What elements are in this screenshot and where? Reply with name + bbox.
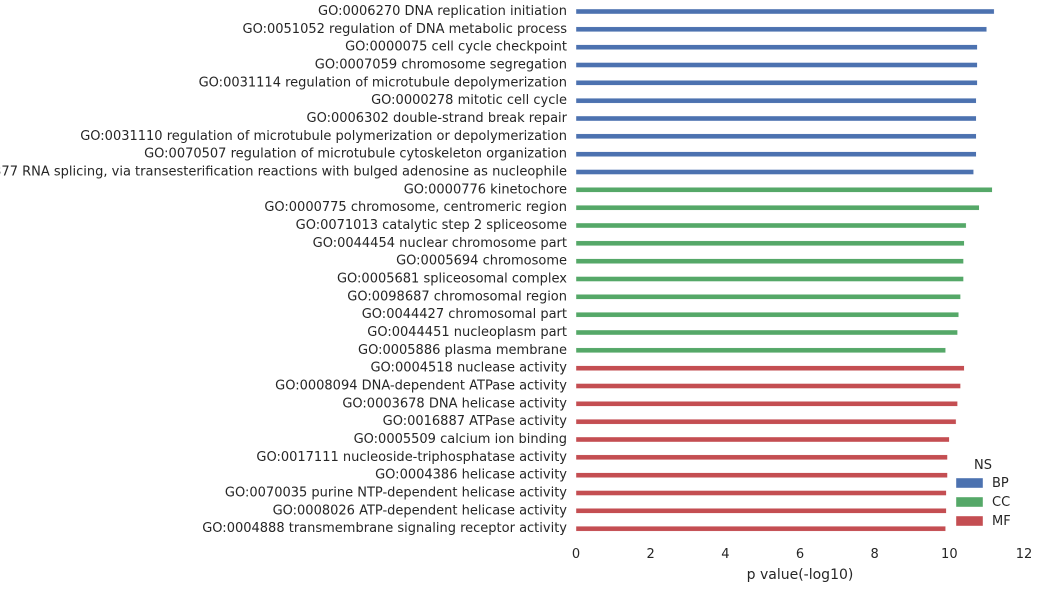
category-label-27: GO:0070035 purine NTP-dependent helicase… — [225, 486, 567, 501]
bar-mf-28 — [575, 508, 947, 514]
bar-cc-10 — [575, 187, 993, 193]
bar-mf-25 — [575, 454, 948, 461]
category-label-28: GO:0008026 ATP-dependent helicase activi… — [273, 503, 568, 518]
category-label-9: GO:0000377 RNA splicing, via transesteri… — [0, 165, 567, 180]
category-label-20: GO:0004518 nuclease activity — [370, 361, 567, 376]
bar-bp-0 — [575, 8, 995, 15]
category-label-17: GO:0044427 chromosomal part — [362, 307, 567, 322]
x-axis: 0 2 4 6 8 10 12 — [572, 547, 1032, 562]
bar-mf-23 — [575, 418, 957, 425]
bar-bp-1 — [575, 26, 987, 33]
category-label-10: GO:0000776 kinetochore — [404, 182, 567, 197]
bar-cc-17 — [575, 311, 959, 318]
bar-cc-13 — [575, 240, 965, 247]
legend-swatch-cc — [955, 496, 984, 508]
category-label-23: GO:0016887 ATPase activity — [383, 414, 568, 429]
category-label-13: GO:0044454 nuclear chromosome part — [313, 236, 567, 251]
bars-layer — [575, 8, 995, 532]
category-label-25: GO:0017111 nucleoside-triphosphatase act… — [256, 450, 567, 465]
category-label-2: GO:0000075 cell cycle checkpoint — [345, 40, 567, 55]
bar-mf-21 — [575, 383, 961, 389]
legend-swatch-bp — [955, 477, 984, 489]
bar-mf-29 — [575, 525, 946, 532]
bar-bp-6 — [575, 115, 977, 122]
bar-bp-4 — [575, 80, 978, 86]
category-label-4: GO:0031114 regulation of microtubule dep… — [199, 75, 567, 90]
category-label-7: GO:0031110 regulation of microtubule pol… — [80, 129, 567, 144]
category-label-21: GO:0008094 DNA-dependent ATPase activity — [275, 379, 567, 394]
category-label-29: GO:0004888 transmembrane signaling recep… — [202, 521, 567, 536]
x-tick-label-3: 6 — [796, 547, 804, 562]
category-label-19: GO:0005886 plasma membrane — [358, 343, 567, 358]
legend-title: NS — [974, 458, 992, 473]
bar-cc-11 — [575, 204, 980, 211]
bar-mf-22 — [575, 401, 958, 407]
x-tick-label-2: 4 — [721, 547, 729, 562]
legend-swatch-mf — [955, 515, 984, 527]
category-label-5: GO:0000278 mitotic cell cycle — [371, 93, 567, 108]
bar-bp-5 — [575, 97, 977, 104]
category-label-14: GO:0005694 chromosome — [396, 254, 567, 269]
category-label-18: GO:0044451 nucleoplasm part — [367, 325, 567, 340]
category-label-0: GO:0006270 DNA replication initiation — [318, 4, 567, 19]
bar-cc-14 — [575, 258, 964, 264]
x-tick-label-0: 0 — [572, 547, 580, 562]
bar-mf-26 — [575, 472, 948, 478]
category-label-1: GO:0051052 regulation of DNA metabolic p… — [243, 22, 568, 37]
category-label-22: GO:0003678 DNA helicase activity — [342, 396, 567, 411]
category-labels: GO:0006270 DNA replication initiation GO:… — [0, 4, 568, 536]
legend: NS BP CC MF — [955, 458, 1011, 529]
bar-bp-9 — [575, 169, 974, 175]
x-tick-label-6: 12 — [1016, 547, 1033, 562]
bar-cc-18 — [575, 329, 958, 336]
bar-mf-27 — [575, 490, 947, 496]
category-label-8: GO:0070507 regulation of microtubule cyt… — [144, 147, 567, 162]
bar-bp-3 — [575, 62, 978, 68]
category-label-26: GO:0004386 helicase activity — [375, 468, 567, 483]
bar-bp-8 — [575, 151, 977, 157]
bar-cc-19 — [575, 347, 946, 354]
x-tick-label-4: 8 — [871, 547, 879, 562]
bar-cc-12 — [575, 222, 967, 229]
bar-cc-15 — [575, 276, 964, 282]
category-label-16: GO:0098687 chromosomal region — [347, 289, 567, 304]
bar-mf-20 — [575, 365, 965, 371]
bar-cc-16 — [575, 294, 961, 300]
category-label-6: GO:0006302 double-strand break repair — [307, 111, 568, 126]
bar-bp-2 — [575, 44, 978, 50]
legend-label-cc: CC — [992, 495, 1010, 510]
category-label-24: GO:0005509 calcium ion binding — [354, 432, 567, 447]
category-label-15: GO:0005681 spliceosomal complex — [337, 272, 567, 287]
x-tick-label-5: 10 — [941, 547, 958, 562]
x-tick-label-1: 2 — [647, 547, 655, 562]
category-label-11: GO:0000775 chromosome, centromeric regio… — [264, 200, 567, 215]
bar-bp-7 — [575, 133, 977, 140]
category-label-12: GO:0071013 catalytic step 2 spliceosome — [296, 218, 567, 233]
x-axis-title: p value(-log10) — [747, 567, 854, 583]
category-label-3: GO:0007059 chromosome segregation — [315, 58, 567, 73]
bar-mf-24 — [575, 436, 950, 443]
legend-label-mf: MF — [992, 514, 1011, 529]
legend-label-bp: BP — [992, 476, 1009, 491]
